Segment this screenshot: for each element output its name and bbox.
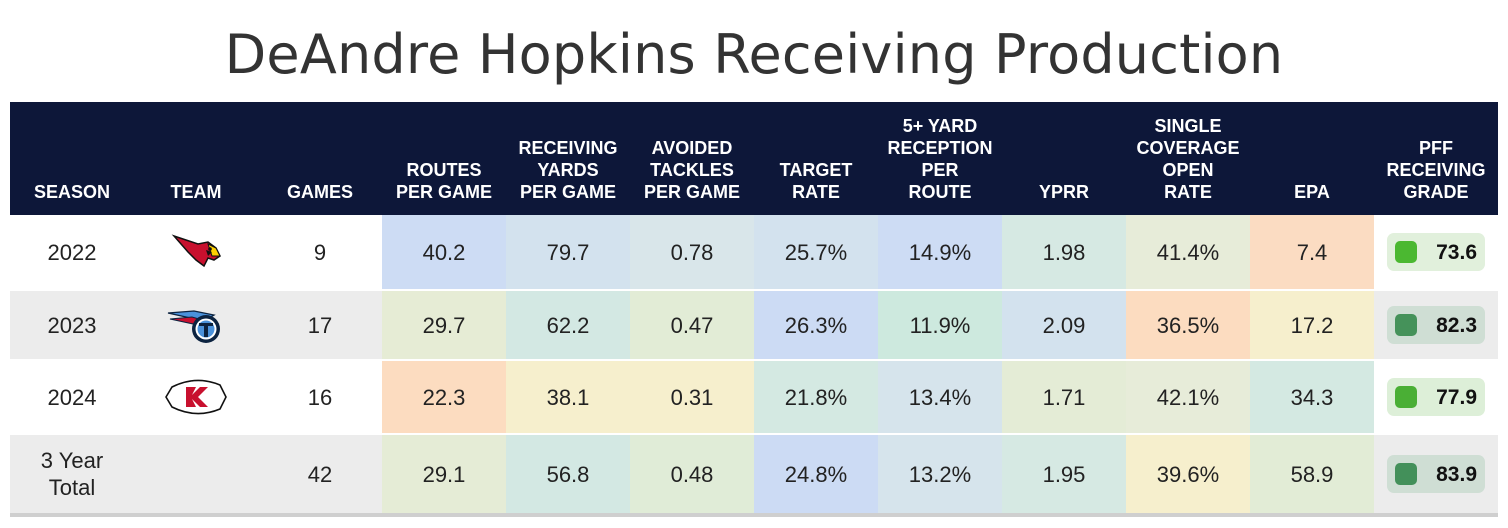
grade-value: 77.9 bbox=[1436, 385, 1477, 409]
games-cell: 17 bbox=[307, 312, 333, 338]
grade-cell: 83.9 bbox=[1374, 435, 1498, 513]
grade-badge: 82.3 bbox=[1387, 306, 1485, 344]
receiving-yards-per-game-cell: 62.2 bbox=[506, 291, 630, 359]
table-row: 3 Year Total 42 29.1 56.8 0.48 24.8% 13.2% 1.95… bbox=[10, 435, 1498, 517]
yprr-cell: 1.71 bbox=[1002, 361, 1126, 433]
column-header-season[interactable]: SEASON bbox=[33, 182, 111, 202]
column-header-epa[interactable]: EPA bbox=[1294, 182, 1330, 202]
column-header-routes-per-game[interactable]: ROUTES PER GAME bbox=[395, 160, 492, 202]
column-header-games[interactable]: GAMES bbox=[286, 182, 353, 202]
season-cell: 2022 bbox=[47, 239, 97, 265]
column-header-receiving-yards-per-game[interactable]: RECEIVING YARDS PER GAME bbox=[518, 138, 618, 202]
games-cell: 42 bbox=[307, 461, 333, 487]
season-cell: 2023 bbox=[47, 312, 97, 338]
target-rate-cell: 25.7% bbox=[754, 215, 878, 289]
single-coverage-open-rate-cell: 42.1% bbox=[1126, 361, 1250, 433]
tennessee-titans-logo-icon bbox=[164, 303, 228, 347]
column-header-single-coverage-open-rate[interactable]: SINGLE COVERAGE OPEN RATE bbox=[1136, 116, 1240, 202]
grade-badge: 73.6 bbox=[1387, 233, 1485, 271]
target-rate-cell: 24.8% bbox=[754, 435, 878, 513]
table-row: 2022 9 40.2 79.7 0.78 25.7% 14.9% 1.98 41.4% 7.4 7… bbox=[10, 215, 1498, 291]
team-cell bbox=[134, 215, 258, 289]
column-header-team[interactable]: TEAM bbox=[170, 182, 222, 202]
column-header-yprr[interactable]: YPRR bbox=[1038, 182, 1089, 202]
routes-per-game-cell: 29.7 bbox=[382, 291, 506, 359]
epa-cell: 34.3 bbox=[1250, 361, 1374, 433]
avoided-tackles-per-game-cell: 0.47 bbox=[630, 291, 754, 359]
grade-cell: 77.9 bbox=[1374, 361, 1498, 433]
team-cell bbox=[134, 291, 258, 359]
column-header-avoided-tackles-per-game[interactable]: AVOIDED TACKLES PER GAME bbox=[643, 138, 740, 202]
single-coverage-open-rate-cell: 41.4% bbox=[1126, 215, 1250, 289]
single-coverage-open-rate-cell: 39.6% bbox=[1126, 435, 1250, 513]
receiving-yards-per-game-cell: 79.7 bbox=[506, 215, 630, 289]
grade-color-square-icon bbox=[1395, 314, 1417, 336]
page-title: DeAndre Hopkins Receiving Production bbox=[224, 23, 1284, 86]
five-plus-yard-reception-per-route-cell: 11.9% bbox=[878, 291, 1002, 359]
column-header-five-plus-yard-reception-per-route[interactable]: 5+ YARD RECEPTION PER ROUTE bbox=[887, 116, 993, 202]
season-cell: 3 Year Total bbox=[40, 448, 104, 500]
five-plus-yard-reception-per-route-cell: 13.4% bbox=[878, 361, 1002, 433]
avoided-tackles-per-game-cell: 0.31 bbox=[630, 361, 754, 433]
column-header-target-rate[interactable]: TARGET RATE bbox=[779, 160, 853, 202]
team-cell bbox=[134, 435, 258, 513]
table-row: 2023 17 29.7 62.2 0.47 26.3% 11.9% 2.09 36.5% 17.… bbox=[10, 291, 1498, 361]
table-row: 2024 16 22.3 38.1 0.31 21.8% 13.4% 1.71 42.1% 34.… bbox=[10, 361, 1498, 435]
team-cell bbox=[134, 361, 258, 433]
grade-color-square-icon bbox=[1395, 386, 1417, 408]
stats-table: SEASON TEAM GAMES ROUTES PER GAME RECEIVING … bbox=[10, 102, 1498, 517]
avoided-tackles-per-game-cell: 0.78 bbox=[630, 215, 754, 289]
target-rate-cell: 26.3% bbox=[754, 291, 878, 359]
grade-badge: 83.9 bbox=[1387, 455, 1485, 493]
routes-per-game-cell: 40.2 bbox=[382, 215, 506, 289]
games-cell: 16 bbox=[307, 384, 333, 410]
season-cell: 2024 bbox=[47, 384, 97, 410]
table-header: SEASON TEAM GAMES ROUTES PER GAME RECEIVING … bbox=[10, 102, 1498, 215]
grade-value: 83.9 bbox=[1436, 462, 1477, 486]
column-header-pff-receiving-grade[interactable]: PFF RECEIVING GRADE bbox=[1386, 138, 1486, 202]
grade-color-square-icon bbox=[1395, 241, 1417, 263]
yprr-cell: 1.98 bbox=[1002, 215, 1126, 289]
grade-badge: 77.9 bbox=[1387, 378, 1485, 416]
target-rate-cell: 21.8% bbox=[754, 361, 878, 433]
five-plus-yard-reception-per-route-cell: 13.2% bbox=[878, 435, 1002, 513]
epa-cell: 58.9 bbox=[1250, 435, 1374, 513]
yprr-cell: 2.09 bbox=[1002, 291, 1126, 359]
grade-value: 73.6 bbox=[1436, 240, 1477, 264]
games-cell: 9 bbox=[313, 239, 327, 265]
arizona-cardinals-logo-icon bbox=[164, 230, 228, 274]
receiving-yards-per-game-cell: 38.1 bbox=[506, 361, 630, 433]
kansas-city-chiefs-logo-icon bbox=[164, 375, 228, 419]
yprr-cell: 1.95 bbox=[1002, 435, 1126, 513]
epa-cell: 17.2 bbox=[1250, 291, 1374, 359]
epa-cell: 7.4 bbox=[1250, 215, 1374, 289]
grade-value: 82.3 bbox=[1436, 313, 1477, 337]
five-plus-yard-reception-per-route-cell: 14.9% bbox=[878, 215, 1002, 289]
routes-per-game-cell: 29.1 bbox=[382, 435, 506, 513]
grade-color-square-icon bbox=[1395, 463, 1417, 485]
grade-cell: 73.6 bbox=[1374, 215, 1498, 289]
grade-cell: 82.3 bbox=[1374, 291, 1498, 359]
avoided-tackles-per-game-cell: 0.48 bbox=[630, 435, 754, 513]
table-body: 2022 9 40.2 79.7 0.78 25.7% 14.9% 1.98 41.4% 7.4 7… bbox=[10, 215, 1498, 517]
receiving-yards-per-game-cell: 56.8 bbox=[506, 435, 630, 513]
routes-per-game-cell: 22.3 bbox=[382, 361, 506, 433]
single-coverage-open-rate-cell: 36.5% bbox=[1126, 291, 1250, 359]
